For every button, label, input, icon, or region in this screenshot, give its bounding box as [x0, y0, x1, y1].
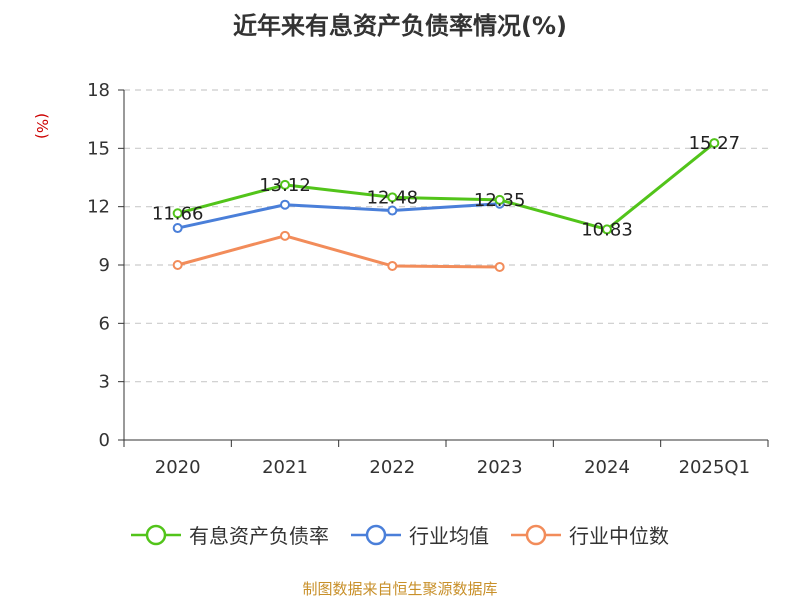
y-tick-label: 18	[87, 80, 110, 101]
series-point	[494, 194, 505, 205]
legend-label: 行业中位数	[569, 524, 669, 548]
legend: 有息资产负债率 行业均值 行业中位数	[0, 520, 800, 549]
series-point	[387, 260, 398, 271]
series-point	[172, 208, 183, 219]
series-point	[387, 205, 398, 216]
x-tick-label: 2025Q1	[679, 457, 750, 478]
y-tick-label: 12	[87, 197, 110, 218]
series-point	[387, 192, 398, 203]
series-line	[177, 202, 500, 230]
x-tick-label: 2023	[477, 457, 523, 478]
legend-marker-icon	[131, 524, 181, 545]
y-tick-label: 3	[99, 372, 110, 393]
y-tick-label: 6	[99, 313, 110, 334]
series-point	[709, 138, 720, 149]
data-label: 15.27	[689, 133, 741, 154]
legend-item[interactable]: 行业均值	[351, 520, 489, 549]
data-label: 11.66	[152, 203, 204, 224]
data-label: 13.12	[259, 175, 311, 196]
y-tick-label: 15	[87, 138, 110, 159]
y-tick-label: 9	[99, 255, 110, 276]
y-tick-label: 0	[99, 430, 110, 451]
legend-label: 行业均值	[409, 524, 489, 548]
data-label: 12.48	[367, 187, 419, 208]
x-tick-label: 2021	[262, 457, 308, 478]
series-point	[280, 199, 290, 210]
legend-item[interactable]: 行业中位数	[511, 520, 669, 549]
legend-item[interactable]: 有息资产负债率	[131, 520, 329, 549]
series-point	[280, 179, 290, 190]
series-line	[177, 141, 716, 231]
legend-label: 有息资产负债率	[189, 524, 329, 548]
x-tick-label: 2024	[584, 457, 630, 478]
series-point	[172, 260, 183, 270]
series-point	[172, 223, 183, 234]
data-source-note: 制图数据来自恒生聚源数据库	[302, 580, 498, 598]
series-point	[280, 230, 290, 241]
data-label: 12.35	[474, 190, 526, 211]
series-point	[494, 261, 505, 272]
data-label: 10.83	[581, 219, 633, 240]
legend-marker-icon	[351, 524, 401, 545]
x-tick-label: 2022	[369, 457, 415, 478]
series-point	[602, 224, 612, 235]
chart-title: 近年来有息资产负债率情况(%)	[233, 12, 567, 40]
x-tick-label: 2020	[155, 457, 201, 478]
legend-marker-icon	[511, 524, 561, 545]
series-line	[177, 234, 500, 269]
